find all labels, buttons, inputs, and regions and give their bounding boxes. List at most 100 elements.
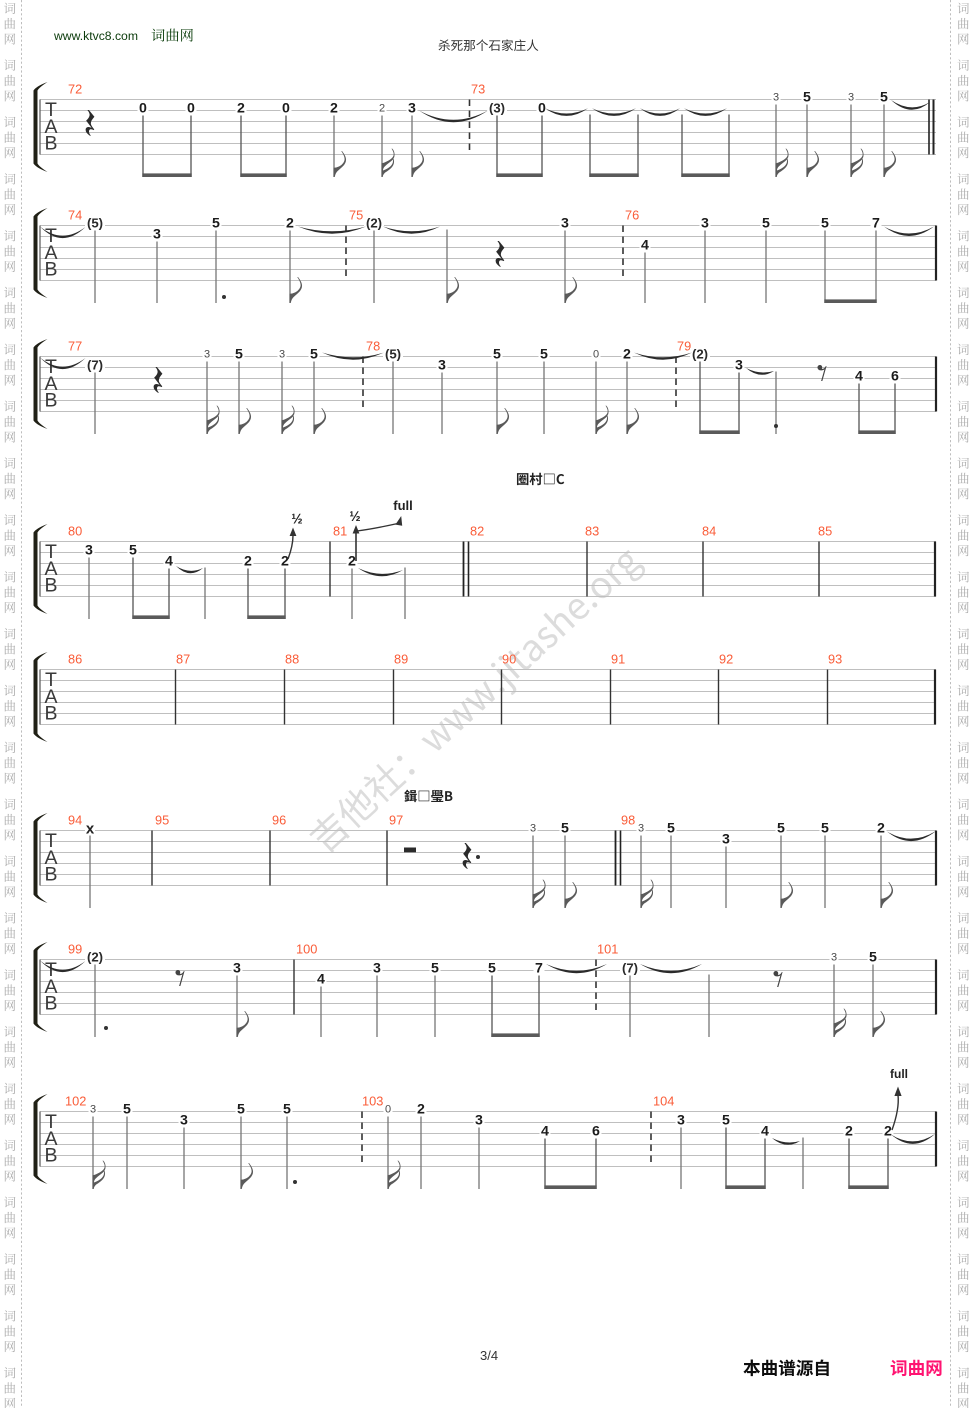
svg-text:full: full <box>890 1067 908 1081</box>
svg-text:3: 3 <box>85 543 93 559</box>
svg-text:A: A <box>44 976 57 998</box>
svg-text:B: B <box>44 1145 57 1167</box>
svg-text:75: 75 <box>349 208 363 223</box>
svg-text:4: 4 <box>317 972 325 988</box>
svg-text:6: 6 <box>891 369 899 385</box>
svg-text:½: ½ <box>349 509 360 524</box>
svg-text:79: 79 <box>677 339 691 354</box>
svg-text:T: T <box>45 669 57 691</box>
svg-text:3: 3 <box>279 349 285 361</box>
svg-text:(7): (7) <box>622 961 638 976</box>
svg-text:B: B <box>44 703 57 725</box>
svg-text:T: T <box>45 356 57 378</box>
svg-text:full: full <box>393 498 413 513</box>
svg-text:(5): (5) <box>385 347 401 362</box>
svg-text:5: 5 <box>488 961 496 977</box>
svg-text:0: 0 <box>139 101 147 117</box>
svg-text:5: 5 <box>540 347 548 363</box>
svg-text:A: A <box>44 116 57 138</box>
svg-text:2: 2 <box>281 554 289 570</box>
svg-text:2: 2 <box>417 1102 425 1118</box>
svg-text:0: 0 <box>593 349 599 361</box>
svg-text:104: 104 <box>653 1094 674 1109</box>
svg-text:102: 102 <box>65 1094 86 1109</box>
svg-text:5: 5 <box>821 216 829 232</box>
svg-text:76: 76 <box>625 208 639 223</box>
svg-text:85: 85 <box>818 524 832 539</box>
svg-text:(5): (5) <box>87 216 103 231</box>
svg-text:2: 2 <box>877 821 885 837</box>
svg-text:103: 103 <box>362 1094 383 1109</box>
svg-text:3: 3 <box>90 1104 96 1116</box>
svg-text:3: 3 <box>677 1113 685 1129</box>
svg-text:74: 74 <box>68 208 82 223</box>
svg-text:4: 4 <box>855 369 863 385</box>
svg-text:3: 3 <box>848 92 854 104</box>
svg-text:5: 5 <box>493 347 501 363</box>
svg-text:T: T <box>45 830 57 852</box>
svg-text:3: 3 <box>831 952 837 964</box>
svg-text:88: 88 <box>285 652 299 667</box>
svg-text:0: 0 <box>282 101 290 117</box>
svg-text:A: A <box>44 1128 57 1150</box>
svg-text:3: 3 <box>204 349 210 361</box>
svg-text:T: T <box>45 225 57 247</box>
svg-text:B: B <box>44 390 57 412</box>
svg-text:5: 5 <box>777 821 785 837</box>
svg-text:(2): (2) <box>692 347 708 362</box>
svg-text:3: 3 <box>722 832 730 848</box>
svg-text:3: 3 <box>561 216 569 232</box>
svg-text:5: 5 <box>667 821 675 837</box>
svg-text:78: 78 <box>366 339 380 354</box>
svg-text:B: B <box>44 259 57 281</box>
svg-text:3/4: 3/4 <box>480 1348 498 1363</box>
svg-text:5: 5 <box>283 1102 291 1118</box>
svg-text:B: B <box>44 864 57 886</box>
svg-text:4: 4 <box>641 238 649 254</box>
svg-text:7: 7 <box>535 961 543 977</box>
svg-text:94: 94 <box>68 813 82 828</box>
svg-text:3: 3 <box>438 358 446 374</box>
svg-text:A: A <box>44 686 57 708</box>
svg-text:www.ktvc8.com: www.ktvc8.com <box>53 29 138 43</box>
svg-text:5: 5 <box>561 821 569 837</box>
svg-text:100: 100 <box>296 942 317 957</box>
svg-text:95: 95 <box>155 813 169 828</box>
svg-text:91: 91 <box>611 652 625 667</box>
svg-text:80: 80 <box>68 524 82 539</box>
svg-text:5: 5 <box>237 1102 245 1118</box>
svg-text:5: 5 <box>821 821 829 837</box>
svg-text:0: 0 <box>385 1104 391 1116</box>
svg-text:86: 86 <box>68 652 82 667</box>
svg-text:T: T <box>45 541 57 563</box>
svg-text:3: 3 <box>153 227 161 243</box>
svg-text:89: 89 <box>394 652 408 667</box>
svg-text:92: 92 <box>719 652 733 667</box>
svg-text:4: 4 <box>165 554 173 570</box>
svg-text:6: 6 <box>592 1124 600 1140</box>
svg-text:97: 97 <box>389 813 403 828</box>
svg-text:5: 5 <box>803 90 811 106</box>
svg-text:101: 101 <box>597 942 618 957</box>
svg-text:B: B <box>44 993 57 1015</box>
svg-text:B: B <box>44 575 57 597</box>
svg-text:2: 2 <box>379 103 385 115</box>
svg-text:2: 2 <box>237 101 245 117</box>
svg-text:5: 5 <box>310 347 318 363</box>
svg-text:93: 93 <box>828 652 842 667</box>
svg-text:84: 84 <box>702 524 716 539</box>
svg-text:3: 3 <box>530 823 536 835</box>
svg-text:A: A <box>44 242 57 264</box>
svg-text:5: 5 <box>129 543 137 559</box>
svg-text:98: 98 <box>621 813 635 828</box>
svg-text:A: A <box>44 373 57 395</box>
svg-text:3: 3 <box>638 823 644 835</box>
svg-text:5: 5 <box>235 347 243 363</box>
svg-text:3: 3 <box>233 961 241 977</box>
svg-text:5: 5 <box>880 90 888 106</box>
svg-text:3: 3 <box>180 1113 188 1129</box>
svg-text:½: ½ <box>291 512 302 527</box>
svg-text:(2): (2) <box>366 216 382 231</box>
svg-text:81: 81 <box>333 524 347 539</box>
svg-text:3: 3 <box>408 101 416 117</box>
